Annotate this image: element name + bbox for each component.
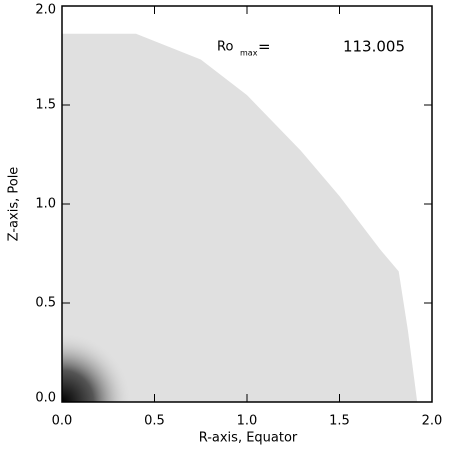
x-tick-label: 1.0 bbox=[237, 414, 258, 429]
y-axis-label: Z-axis, Pole bbox=[7, 167, 22, 242]
x-tick-label: 2.0 bbox=[422, 414, 443, 429]
x-tick-label: 0.5 bbox=[144, 414, 165, 429]
annotation-subscript: max bbox=[240, 49, 258, 58]
density-core bbox=[62, 332, 132, 402]
y-tick-label: 0.0 bbox=[35, 391, 56, 406]
x-tick-label: 1.5 bbox=[329, 414, 350, 429]
y-tick-label: 1.5 bbox=[35, 98, 56, 113]
annotation-value: 113.005 bbox=[343, 38, 405, 56]
x-tick-label: 0.0 bbox=[52, 414, 73, 429]
annotation-text: Ro bbox=[217, 40, 233, 55]
plot-area bbox=[62, 33, 418, 402]
annotation-equals: = bbox=[258, 38, 271, 56]
x-axis-label: R-axis, Equator bbox=[199, 431, 298, 446]
area bbox=[62, 33, 418, 402]
y-tick-label: 1.0 bbox=[35, 197, 56, 212]
y-tick-label: 0.5 bbox=[35, 296, 56, 311]
y-tick-label: 2.0 bbox=[35, 3, 56, 18]
